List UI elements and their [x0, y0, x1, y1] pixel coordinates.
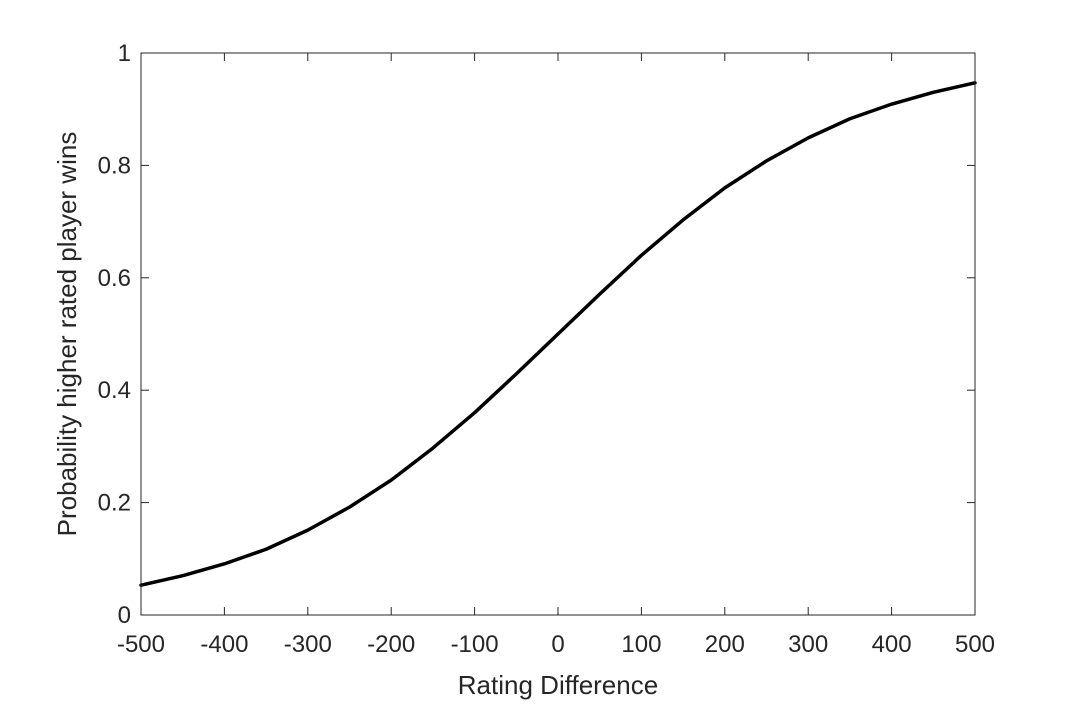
- y-tick-label: 1: [118, 40, 131, 67]
- x-axis-title: Rating Difference: [458, 670, 658, 700]
- y-axis-title: Probability higher rated player wins: [52, 132, 82, 537]
- y-tick-label: 0: [118, 602, 131, 629]
- curve-layer: [139, 81, 977, 587]
- y-tick-label: 0.4: [98, 377, 131, 404]
- series-line: [139, 81, 977, 587]
- x-tick-label: 500: [955, 631, 995, 658]
- labels-layer: -500 -400 -300 -200 -100 0 100 200 300 400 500 0 0.2…: [98, 40, 995, 658]
- x-tick-label: 200: [705, 631, 745, 658]
- x-tick-label: -300: [284, 631, 332, 658]
- y-tick-label: 0.8: [98, 152, 131, 179]
- y-tick-label: 0.6: [98, 265, 131, 292]
- plot-frame: [140, 52, 976, 616]
- x-tick-label: 300: [788, 631, 828, 658]
- x-tick-label: -200: [367, 631, 415, 658]
- x-tick-label: 100: [621, 631, 661, 658]
- x-tick-label: -100: [451, 631, 499, 658]
- x-tick-label: 400: [872, 631, 912, 658]
- y-tick-label: 0.2: [98, 490, 131, 517]
- x-tick-label: -400: [200, 631, 248, 658]
- x-tick-label: 0: [551, 631, 564, 658]
- x-tick-label: -500: [117, 631, 165, 658]
